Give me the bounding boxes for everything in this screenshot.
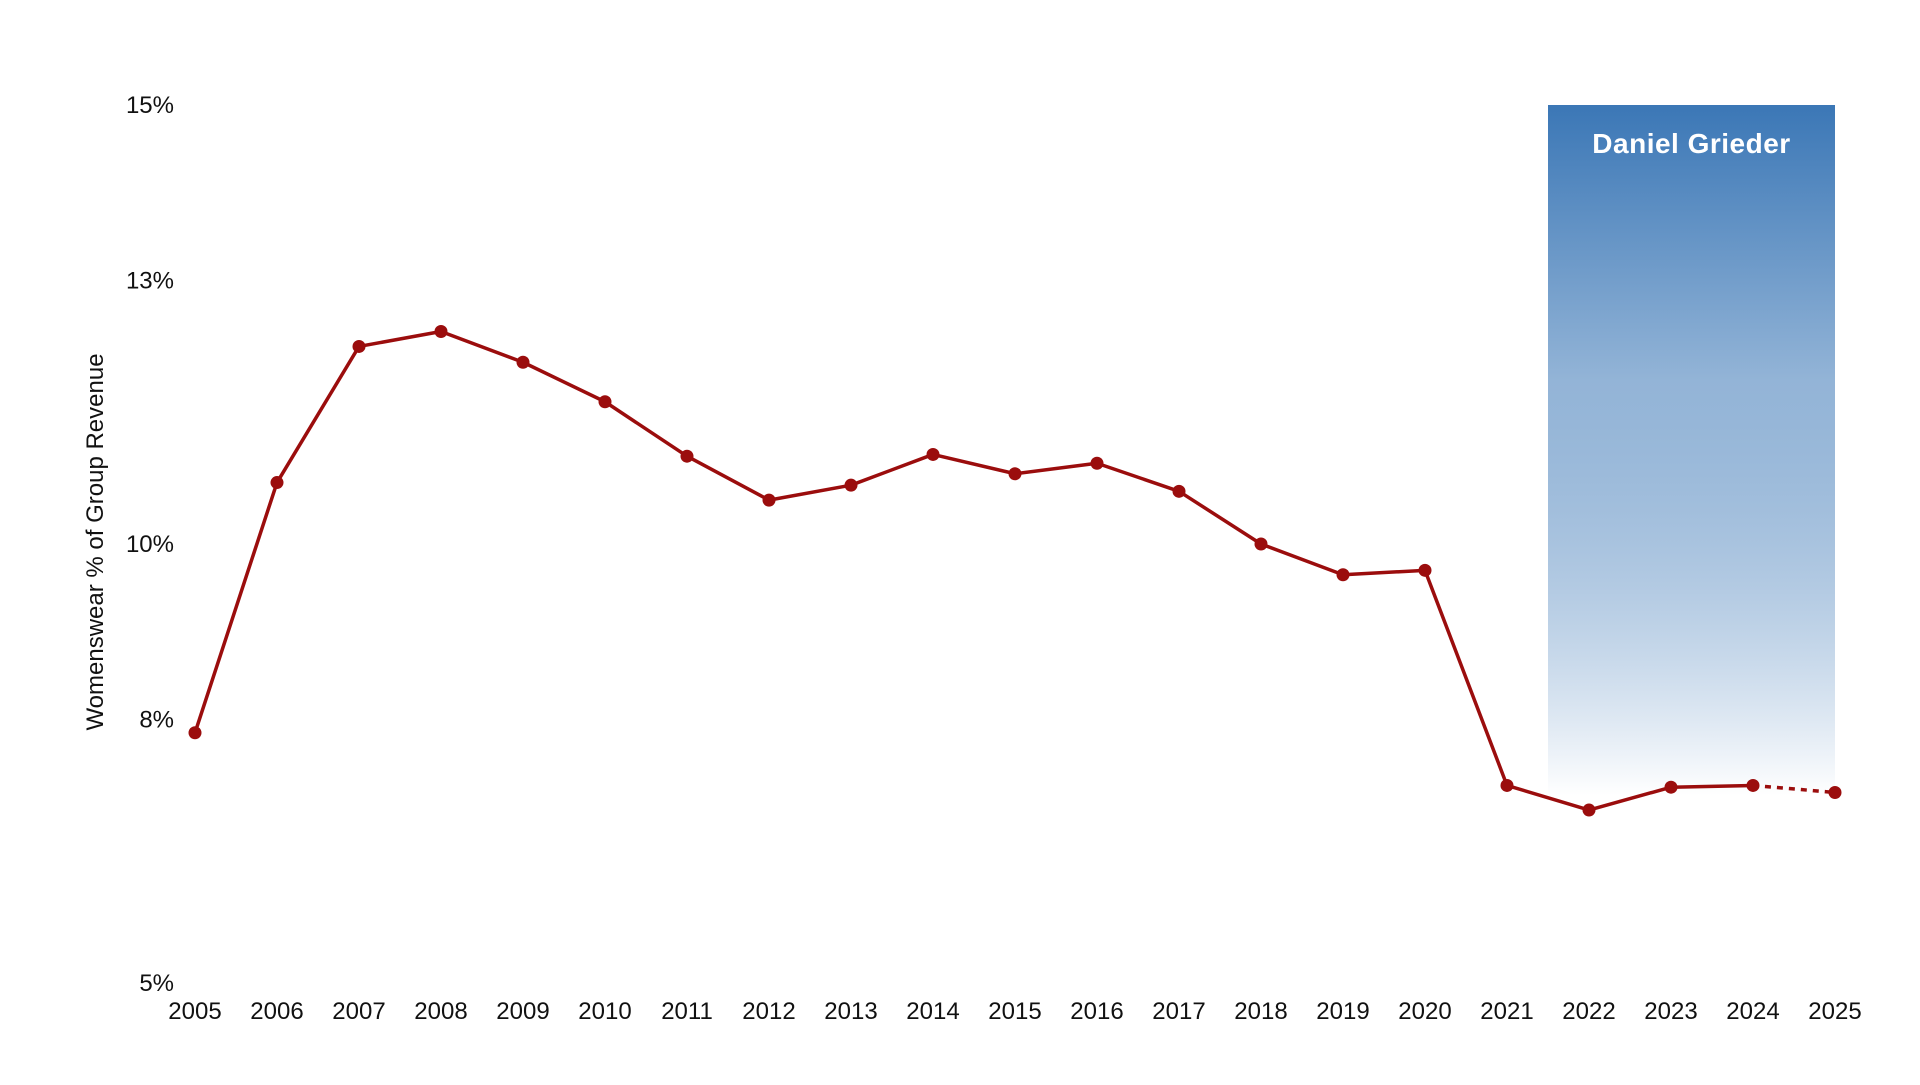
data-point bbox=[1254, 537, 1268, 551]
x-tick-label: 2007 bbox=[332, 998, 385, 1025]
x-tick-label: 2025 bbox=[1808, 998, 1861, 1025]
data-point bbox=[270, 476, 284, 490]
data-point bbox=[1500, 778, 1514, 792]
data-point bbox=[1828, 785, 1842, 799]
highlight-band bbox=[1548, 105, 1835, 796]
x-tick-label: 2018 bbox=[1234, 998, 1287, 1025]
x-tick-label: 2011 bbox=[661, 998, 713, 1025]
data-point bbox=[1746, 778, 1760, 792]
data-point bbox=[1664, 780, 1678, 794]
series-line bbox=[193, 329, 1755, 812]
series-line-projected bbox=[1752, 783, 1836, 795]
x-tick-label: 2024 bbox=[1726, 998, 1779, 1025]
data-point bbox=[1582, 803, 1596, 817]
y-axis: Womenswear % of Group Revenue 5% 8% 10% 13%… bbox=[82, 92, 174, 997]
y-tick-label: 8% bbox=[139, 707, 174, 734]
y-tick-label: 10% bbox=[126, 531, 174, 558]
series-layer bbox=[193, 329, 1836, 812]
y-tick-label: 5% bbox=[139, 970, 174, 997]
x-tick-label: 2019 bbox=[1316, 998, 1369, 1025]
data-point bbox=[1008, 467, 1022, 481]
data-point bbox=[1418, 563, 1432, 577]
x-tick-label: 2008 bbox=[414, 998, 467, 1025]
data-point bbox=[762, 493, 776, 507]
y-tick-label: 13% bbox=[126, 268, 174, 295]
x-tick-label: 2014 bbox=[906, 998, 959, 1025]
data-point bbox=[844, 478, 858, 492]
x-tick-label: 2010 bbox=[578, 998, 631, 1025]
data-point bbox=[516, 355, 530, 369]
data-point bbox=[1090, 456, 1104, 470]
highlight-band-label: Daniel Grieder bbox=[1592, 128, 1790, 159]
data-point bbox=[680, 449, 694, 463]
highlight-band-layer: Daniel Grieder bbox=[1548, 105, 1835, 796]
x-axis: 2005 2006 2007 2008 2009 2010 2011 2012 2013 2014… bbox=[168, 998, 1861, 1025]
data-point bbox=[188, 726, 202, 740]
data-point bbox=[1172, 484, 1186, 498]
x-tick-label: 2022 bbox=[1562, 998, 1615, 1025]
data-point bbox=[1336, 568, 1350, 582]
x-tick-label: 2006 bbox=[250, 998, 303, 1025]
x-tick-label: 2016 bbox=[1070, 998, 1123, 1025]
data-point bbox=[352, 339, 366, 353]
x-tick-label: 2023 bbox=[1644, 998, 1697, 1025]
x-tick-label: 2020 bbox=[1398, 998, 1451, 1025]
x-tick-label: 2017 bbox=[1152, 998, 1205, 1025]
x-tick-label: 2012 bbox=[742, 998, 795, 1025]
y-tick-label: 15% bbox=[126, 92, 174, 119]
data-point bbox=[434, 325, 448, 339]
y-axis-title: Womenswear % of Group Revenue bbox=[82, 353, 109, 730]
x-tick-label: 2013 bbox=[824, 998, 877, 1025]
x-tick-label: 2021 bbox=[1480, 998, 1533, 1025]
x-tick-label: 2015 bbox=[988, 998, 1041, 1025]
points-layer bbox=[188, 325, 1842, 817]
data-point bbox=[926, 447, 940, 461]
x-tick-label: 2009 bbox=[496, 998, 549, 1025]
data-point bbox=[598, 395, 612, 409]
x-tick-label: 2005 bbox=[168, 998, 221, 1025]
